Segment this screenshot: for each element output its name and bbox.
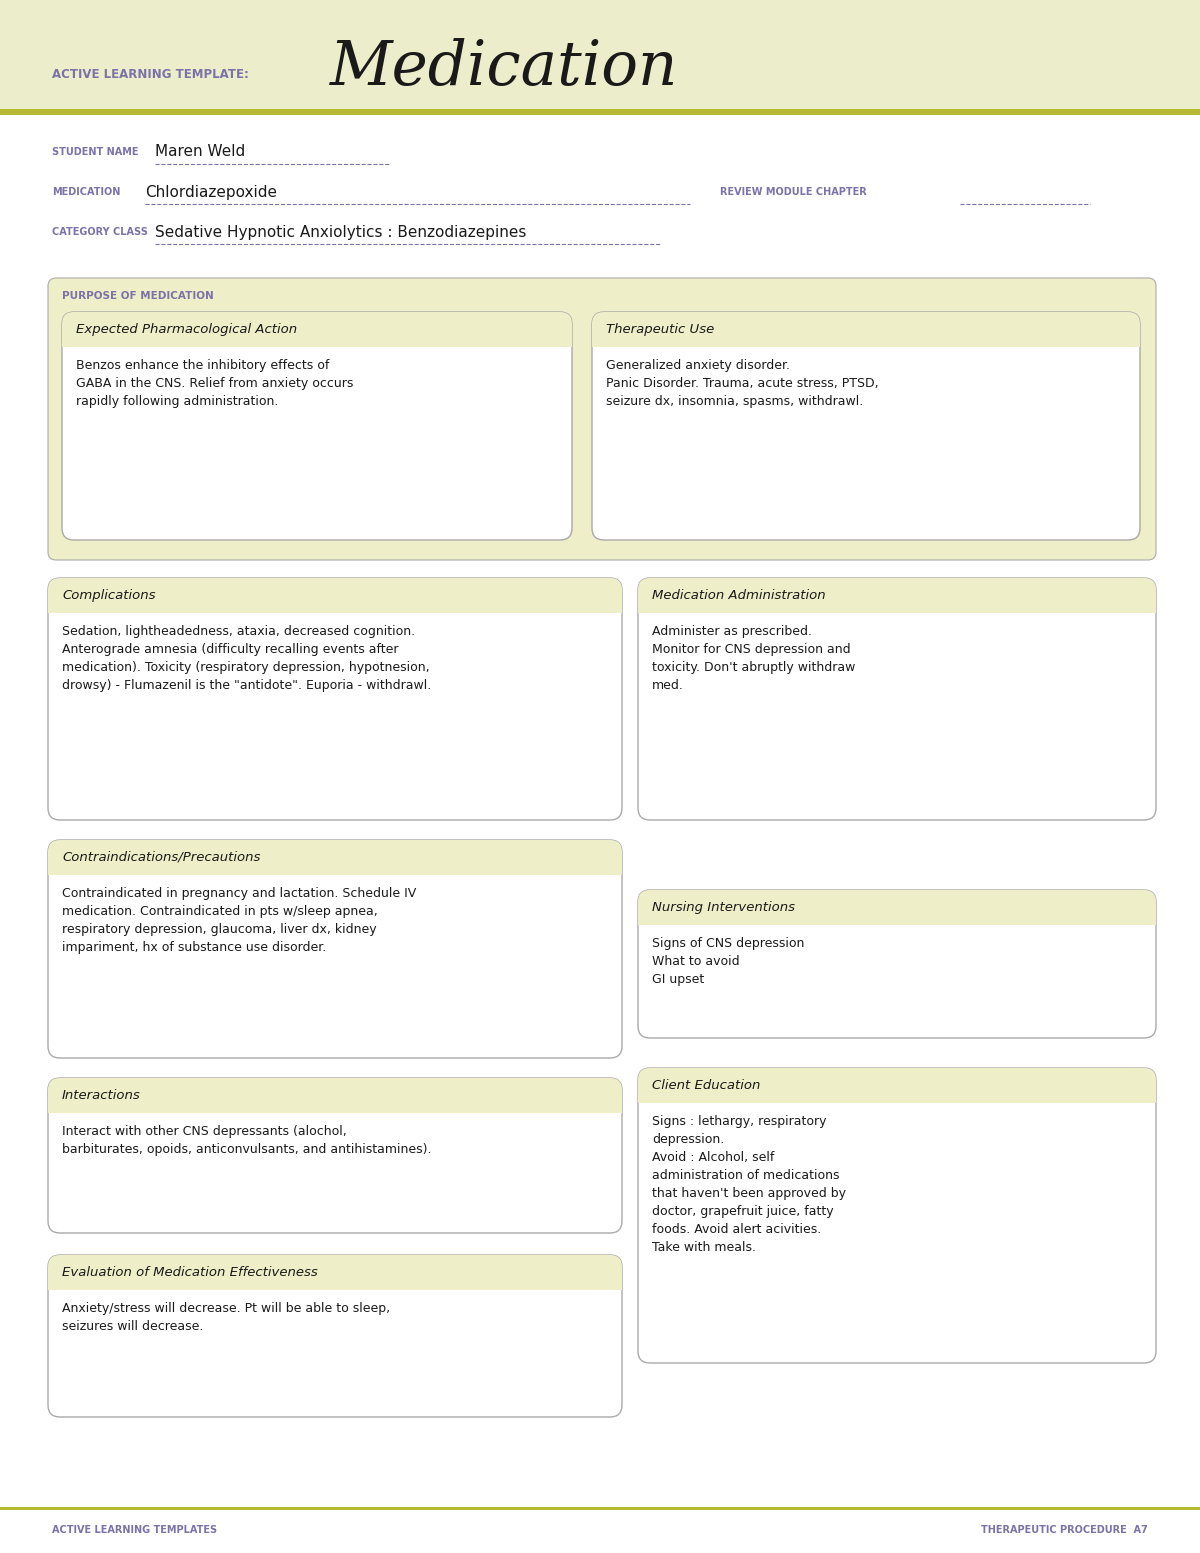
FancyBboxPatch shape	[592, 312, 1140, 346]
Bar	[0, 109, 1200, 115]
Text: Contraindicated in pregnancy and lactation. Schedule IV
medication. Contraindica: Contraindicated in pregnancy and lactati…	[62, 887, 416, 954]
Text: ACTIVE LEARNING TEMPLATES: ACTIVE LEARNING TEMPLATES	[52, 1525, 217, 1534]
Text: Nursing Interventions: Nursing Interventions	[652, 901, 796, 915]
FancyBboxPatch shape	[638, 1068, 1156, 1364]
Text: Client Education: Client Education	[652, 1079, 761, 1092]
FancyBboxPatch shape	[48, 1255, 622, 1416]
Text: Complications: Complications	[62, 589, 156, 603]
Bar	[48, 1278, 622, 1291]
FancyBboxPatch shape	[638, 578, 1156, 820]
FancyBboxPatch shape	[638, 890, 1156, 926]
Text: STUDENT NAME: STUDENT NAME	[52, 148, 138, 157]
Text: Signs : lethargy, respiratory
depression.
Avoid : Alcohol, self
administration o: Signs : lethargy, respiratory depression…	[652, 1115, 846, 1253]
Text: Medication: Medication	[330, 37, 678, 98]
FancyBboxPatch shape	[62, 312, 572, 540]
Text: Expected Pharmacological Action: Expected Pharmacological Action	[76, 323, 298, 335]
FancyBboxPatch shape	[48, 1255, 622, 1291]
Text: Sedation, lightheadedness, ataxia, decreased cognition.
Anterograde amnesia (dif: Sedation, lightheadedness, ataxia, decre…	[62, 624, 431, 693]
FancyBboxPatch shape	[48, 278, 1156, 561]
Text: Benzos enhance the inhibitory effects of
GABA in the CNS. Relief from anxiety oc: Benzos enhance the inhibitory effects of…	[76, 359, 353, 408]
FancyBboxPatch shape	[592, 312, 1140, 540]
Text: Chlordiazepoxide: Chlordiazepoxide	[145, 185, 277, 199]
Text: ACTIVE LEARNING TEMPLATE:: ACTIVE LEARNING TEMPLATE:	[52, 67, 248, 81]
FancyBboxPatch shape	[62, 312, 572, 346]
FancyBboxPatch shape	[638, 578, 1156, 613]
Bar	[48, 601, 622, 613]
Text: Therapeutic Use: Therapeutic Use	[606, 323, 714, 335]
Text: Contraindications/Precautions: Contraindications/Precautions	[62, 851, 260, 863]
FancyBboxPatch shape	[48, 840, 622, 874]
Bar	[638, 601, 1156, 613]
Text: Evaluation of Medication Effectiveness: Evaluation of Medication Effectiveness	[62, 1266, 318, 1280]
Text: Generalized anxiety disorder.
Panic Disorder. Trauma, acute stress, PTSD,
seizur: Generalized anxiety disorder. Panic Diso…	[606, 359, 878, 408]
Bar	[638, 1092, 1156, 1103]
Text: Maren Weld: Maren Weld	[155, 144, 245, 160]
FancyBboxPatch shape	[48, 578, 622, 820]
Text: Anxiety/stress will decrease. Pt will be able to sleep,
seizures will decrease.: Anxiety/stress will decrease. Pt will be…	[62, 1301, 390, 1332]
Bar	[62, 335, 572, 346]
Text: CATEGORY CLASS: CATEGORY CLASS	[52, 227, 148, 238]
Text: Administer as prescribed.
Monitor for CNS depression and
toxicity. Don't abruptl: Administer as prescribed. Monitor for CN…	[652, 624, 856, 693]
Text: PURPOSE OF MEDICATION: PURPOSE OF MEDICATION	[62, 290, 214, 301]
FancyBboxPatch shape	[48, 578, 622, 613]
Text: Interact with other CNS depressants (alochol,
barbiturates, opoids, anticonvulsa: Interact with other CNS depressants (alo…	[62, 1124, 432, 1155]
FancyBboxPatch shape	[48, 1078, 622, 1114]
Bar	[48, 1101, 622, 1114]
Text: Medication Administration: Medication Administration	[652, 589, 826, 603]
FancyBboxPatch shape	[48, 1078, 622, 1233]
Text: REVIEW MODULE CHAPTER: REVIEW MODULE CHAPTER	[720, 186, 866, 197]
Text: Interactions: Interactions	[62, 1089, 140, 1103]
Text: THERAPEUTIC PROCEDURE  A7: THERAPEUTIC PROCEDURE A7	[982, 1525, 1148, 1534]
FancyBboxPatch shape	[638, 890, 1156, 1037]
Text: Signs of CNS depression
What to avoid
GI upset: Signs of CNS depression What to avoid GI…	[652, 936, 804, 986]
Text: MEDICATION: MEDICATION	[52, 186, 120, 197]
Bar	[0, 0, 1200, 115]
Bar	[48, 863, 622, 874]
Bar	[0, 1506, 1200, 1510]
Bar	[638, 913, 1156, 926]
FancyBboxPatch shape	[48, 840, 622, 1058]
FancyBboxPatch shape	[638, 1068, 1156, 1103]
Bar	[592, 335, 1140, 346]
Text: Sedative Hypnotic Anxiolytics : Benzodiazepines: Sedative Hypnotic Anxiolytics : Benzodia…	[155, 225, 527, 239]
